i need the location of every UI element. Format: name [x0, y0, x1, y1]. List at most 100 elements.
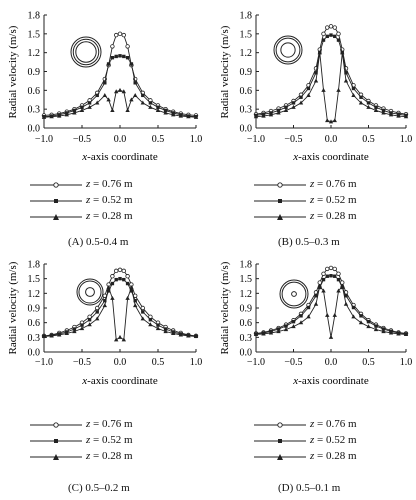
data-point-triangle — [388, 330, 394, 335]
data-point-triangle — [381, 110, 386, 115]
data-point-square — [80, 323, 84, 327]
data-point-triangle — [343, 78, 349, 83]
data-point-triangle — [129, 285, 134, 290]
data-point-triangle — [163, 329, 168, 334]
data-point-triangle — [336, 87, 341, 92]
y-tick-label: 1.2 — [240, 48, 253, 59]
data-point-triangle — [317, 283, 322, 288]
series-line — [43, 33, 197, 116]
data-point-square — [163, 108, 168, 113]
data-point-square — [141, 310, 145, 314]
data-point-square — [156, 105, 160, 109]
data-point-triangle — [373, 108, 379, 113]
data-point-triangle — [325, 312, 330, 317]
data-point-triangle — [193, 333, 199, 338]
data-point-square — [125, 281, 130, 286]
y-tick-label: 0.0 — [240, 348, 253, 359]
x-tick-label: 0.0 — [325, 134, 338, 145]
data-point-square — [344, 294, 348, 298]
data-point-triangle — [321, 288, 326, 293]
data-point-triangle — [261, 331, 266, 336]
x-axis-title: x-axis coordinate — [292, 375, 369, 387]
inset-outer-circle — [70, 36, 102, 68]
inset-outer-circle — [76, 278, 104, 306]
data-point-square — [359, 314, 363, 318]
y-axis-title: Radial velocity (m/s) — [7, 261, 19, 354]
data-point-triangle — [298, 320, 304, 325]
data-point-triangle — [79, 108, 85, 113]
data-point-triangle — [381, 329, 386, 334]
data-point-triangle — [79, 326, 85, 331]
data-point-square — [314, 71, 318, 75]
data-point-triangle — [336, 288, 341, 293]
data-point-triangle — [313, 78, 319, 83]
data-point-triangle — [57, 113, 62, 118]
y-tick-label: 1.5 — [240, 29, 253, 40]
data-point-circle — [140, 305, 145, 311]
chart-a: 0.0 0.3 0.6 0.9 1.2 1.5 1.8 −1.0 −0.5 0.0 0.5 1.0 x-… — [7, 11, 203, 164]
data-point-circle — [336, 271, 341, 276]
y-tick-label: 0.9 — [240, 304, 253, 315]
data-point-triangle — [403, 332, 409, 336]
x-tick-label: −0.5 — [284, 134, 302, 145]
x-tick-label: 0.5 — [152, 357, 165, 368]
x-tick-label: 1.0 — [190, 134, 203, 145]
y-tick-label: 0.0 — [240, 124, 253, 135]
x-tick-label: −0.5 — [284, 357, 302, 368]
data-point-triangle — [396, 331, 401, 336]
chart-c: 0.0 0.3 0.6 0.9 1.2 1.5 1.8 −1.0 −0.5 0.0 0.5 1.0 x-… — [7, 260, 202, 388]
data-point-triangle — [366, 324, 371, 329]
data-point-circle — [94, 305, 100, 311]
y-tick-label: 1.5 — [28, 274, 41, 285]
data-point-square — [110, 55, 115, 60]
inset-outer-wall-circle — [281, 281, 307, 307]
data-point-square — [284, 105, 288, 109]
inset-outer-wall-circle — [72, 38, 100, 66]
y-tick-label: 0.6 — [28, 86, 41, 97]
inset-outer-circle — [273, 35, 303, 65]
data-point-triangle — [358, 320, 364, 325]
y-tick-label: 0.3 — [240, 333, 253, 344]
data-point-circle — [113, 32, 119, 38]
data-point-square — [118, 54, 122, 58]
data-point-circle — [113, 268, 119, 274]
y-tick-label: 0.3 — [240, 105, 253, 116]
panel-b: 0.0 0.3 0.6 0.9 1.2 1.5 1.8 −1.0 −0.5 0.0 0.5 1.0 x-… — [208, 0, 416, 250]
data-point-triangle — [261, 113, 266, 118]
data-point-circle — [336, 31, 341, 37]
y-tick-label: 1.8 — [28, 260, 41, 271]
data-point-square — [106, 62, 111, 66]
data-point-triangle — [121, 89, 126, 94]
data-point-triangle — [276, 329, 281, 334]
chart-b: 0.0 0.3 0.6 0.9 1.2 1.5 1.8 −1.0 −0.5 0.0 0.5 1.0 x-… — [219, 11, 413, 164]
data-point-triangle — [328, 119, 334, 124]
data-point-square — [276, 327, 281, 331]
data-point-triangle — [283, 108, 289, 113]
data-point-triangle — [351, 92, 356, 97]
data-point-triangle — [133, 92, 138, 97]
data-point-triangle — [114, 89, 119, 94]
data-point-triangle — [298, 100, 304, 105]
y-axis-title: Radial velocity (m/s) — [219, 25, 231, 118]
data-point-triangle — [129, 97, 134, 102]
data-point-triangle — [186, 114, 191, 119]
data-point-triangle — [140, 100, 145, 105]
data-point-square — [336, 277, 341, 282]
data-point-triangle — [140, 316, 145, 321]
data-point-square — [351, 305, 356, 310]
data-point-triangle — [110, 108, 115, 113]
x-tick-label: 0.5 — [362, 134, 375, 145]
data-point-triangle — [253, 332, 259, 336]
x-tick-label: 1.0 — [400, 134, 413, 145]
caption-b: (B) 0.5–0.3 m — [278, 236, 340, 248]
y-tick-label: 0.3 — [28, 333, 41, 344]
caption-c: (C) 0.5–0.2 m — [68, 482, 130, 494]
x-tick-label: 0.5 — [152, 134, 165, 145]
data-point-triangle — [306, 314, 311, 319]
x-tick-label: 1.0 — [400, 357, 413, 368]
data-point-triangle — [403, 114, 409, 119]
y-tick-label: 0.6 — [240, 86, 253, 97]
data-point-circle — [321, 271, 326, 276]
data-point-triangle — [358, 100, 364, 105]
data-point-square — [325, 34, 329, 39]
